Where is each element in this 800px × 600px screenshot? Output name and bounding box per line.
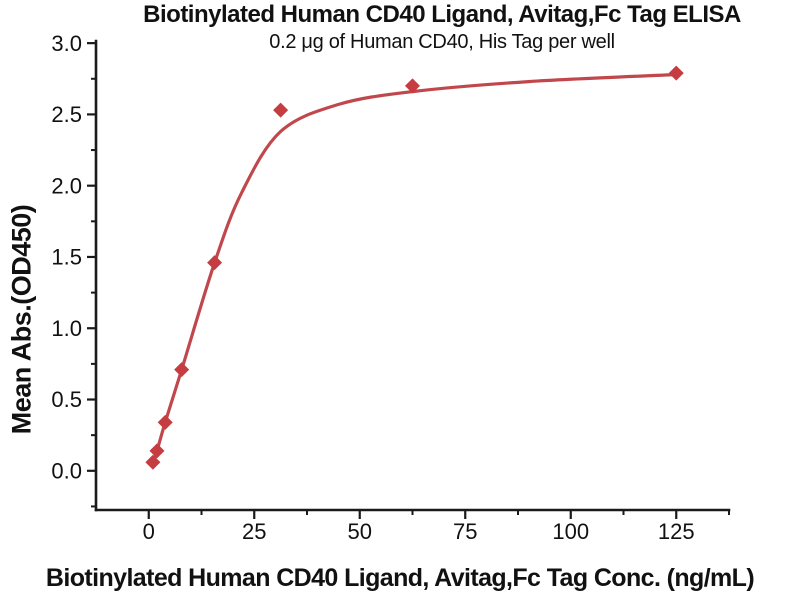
x-tick-label: 125 [658, 519, 695, 544]
chart-subtitle: 0.2 μg of Human CD40, His Tag per well [269, 31, 615, 53]
x-axis-title: Biotinylated Human CD40 Ligand, Avitag,F… [45, 564, 755, 592]
data-point-marker [273, 102, 289, 118]
y-tick-label: 0.5 [51, 387, 82, 412]
data-point-marker [149, 443, 165, 459]
data-point-marker [145, 454, 161, 470]
data-point-marker [157, 414, 173, 430]
x-tick-label: 25 [242, 519, 266, 544]
data-point-marker [404, 78, 421, 94]
y-tick-label: 0.0 [51, 458, 82, 483]
x-tick-label: 50 [348, 519, 372, 544]
data-point-marker [668, 65, 684, 81]
y-tick-label: 1.0 [51, 316, 82, 341]
y-tick-label: 3.0 [51, 31, 82, 56]
data-point-marker [207, 255, 223, 271]
fit-curve [151, 72, 678, 466]
y-tick-label: 2.5 [51, 102, 82, 127]
data-point-marker [174, 362, 190, 378]
chart-title: Biotinylated Human CD40 Ligand, Avitag,F… [143, 1, 741, 28]
y-tick-label: 1.5 [51, 245, 82, 270]
x-tick-label: 75 [453, 519, 477, 544]
x-tick-label: 100 [552, 519, 589, 544]
y-tick-label: 2.0 [51, 173, 82, 198]
x-tick-label: 0 [143, 519, 155, 544]
